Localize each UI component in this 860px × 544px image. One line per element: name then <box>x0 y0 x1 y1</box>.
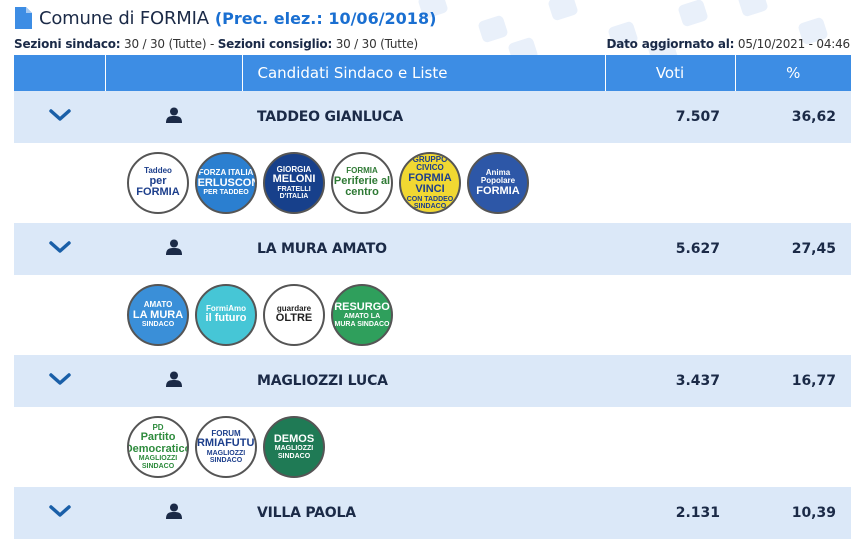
sez-sindaco-value: 30 / 30 (Tutte) <box>124 37 207 51</box>
list-logo-text: PD <box>152 422 164 432</box>
candidate-row[interactable]: VILLA PAOLA 2.131 10,39 <box>14 487 851 539</box>
person-icon <box>165 371 182 387</box>
list-logo-text: FORMIA <box>346 166 378 176</box>
person-icon <box>165 239 182 255</box>
list-logos: AMATO LA MURA SINDACO FormiAmo il futuro guar… <box>14 284 851 346</box>
list-logo-text: PER TADDEO <box>203 189 249 197</box>
chevron-down-icon[interactable] <box>48 504 71 518</box>
list-logo-text: CON TADDEO SINDACO <box>406 195 454 210</box>
list-logo-text: FORZA ITALIA <box>198 168 254 178</box>
list-logo: DEMOS MAGLIOZZI SINDACO <box>263 416 325 478</box>
list-logo-text: FORMIAFUTURA <box>196 437 255 450</box>
table-header-row: Candidati Sindaco e Liste Voti % <box>14 55 851 91</box>
list-logo-text: Anima Popolare <box>480 167 516 186</box>
sez-consiglio-label: Sezioni consiglio: <box>217 37 333 51</box>
list-logo-text: FORMIA VINCI <box>408 171 452 196</box>
list-logo: Taddeo per FORMIA <box>127 152 189 214</box>
list-logo-text: OLTRE <box>275 312 313 325</box>
list-logo-text: Periferie al centro <box>333 174 391 199</box>
previous-election-link[interactable]: (Prec. elez.: 10/06/2018) <box>214 8 437 28</box>
list-logo: GRUPPO CIVICO FORMIA VINCI CON TADDEO SIND… <box>399 152 461 214</box>
list-logo-text: BERLUSCONI <box>197 176 255 189</box>
header-votes: Voti <box>605 55 736 91</box>
list-logo-text: MAGLIOZZI SINDACO <box>138 455 178 470</box>
list-logo-text: SINDACO <box>141 321 175 329</box>
list-logo-text: FormiAmo <box>206 304 246 314</box>
list-logo: FORZA ITALIABERLUSCONIPER TADDEO <box>195 152 257 214</box>
list-logo-text: MAGLIOZZI SINDACO <box>206 449 246 464</box>
list-logo-text: RESURGO <box>334 300 390 313</box>
list-logo: RESURGO AMATO LA MURA SINDACO <box>331 284 393 346</box>
list-logo: guardare OLTRE <box>263 284 325 346</box>
header-photo <box>105 55 243 91</box>
list-logo-text: Taddeo <box>144 166 172 176</box>
document-icon <box>15 7 32 29</box>
list-logo: FormiAmo il futuro <box>195 284 257 346</box>
sez-consiglio-value: 30 / 30 (Tutte) <box>335 37 418 51</box>
list-logo: FORMIA Periferie al centro <box>331 152 393 214</box>
list-logo-text: FRATELLI D'ITALIA <box>277 185 311 200</box>
chevron-down-icon[interactable] <box>48 372 71 386</box>
list-logo: PD Partito Democratico MAGLIOZZI SINDACO <box>127 416 189 478</box>
person-icon <box>165 503 182 519</box>
list-logo-text: FORMIA <box>476 184 520 197</box>
candidate-row[interactable]: TADDEO GIANLUCA 7.507 36,62 <box>14 91 851 143</box>
candidate-votes: 3.437 <box>605 355 735 407</box>
list-logo-text: GIORGIA <box>276 164 312 174</box>
list-logo-text: AMATO LA MURA SINDACO <box>334 313 390 328</box>
list-logo-text: AMATO <box>143 300 173 310</box>
candidate-votes: 2.131 <box>605 487 735 539</box>
meta-separator: - <box>206 37 218 51</box>
header-candidates: Candidati Sindaco e Liste <box>242 55 606 91</box>
candidate-name: MAGLIOZZI LUCA <box>242 355 605 407</box>
chevron-down-icon[interactable] <box>48 240 71 254</box>
list-logo: AMATO LA MURA SINDACO <box>127 284 189 346</box>
page-header: Comune di FORMIA (Prec. elez.: 10/06/201… <box>14 6 436 30</box>
list-logo-text: il futuro <box>205 312 247 325</box>
list-logo: GIORGIA MELONI FRATELLI D'ITALIA <box>263 152 325 214</box>
candidate-percent: 16,77 <box>735 355 851 407</box>
update-info: Dato aggiornato al: 05/10/2021 - 04:46 <box>606 37 850 51</box>
sections-info: Sezioni sindaco: 30 / 30 (Tutte) - Sezio… <box>14 37 418 51</box>
list-logo-text: DEMOS <box>273 432 315 445</box>
candidate-name: TADDEO GIANLUCA <box>242 91 605 143</box>
list-logo-text: MELONI <box>272 173 316 186</box>
header-expand <box>14 55 106 91</box>
candidate-name: VILLA PAOLA <box>242 487 605 539</box>
updated-label: Dato aggiornato al: <box>606 37 735 51</box>
list-logo: FORUMFORMIAFUTURAMAGLIOZZI SINDACO <box>195 416 257 478</box>
candidate-row[interactable]: LA MURA AMATO 5.627 27,45 <box>14 223 851 275</box>
chevron-down-icon[interactable] <box>48 108 71 122</box>
candidate-row[interactable]: MAGLIOZZI LUCA 3.437 16,77 <box>14 355 851 407</box>
candidate-votes: 5.627 <box>605 223 735 275</box>
person-icon <box>165 107 182 123</box>
header-percent: % <box>735 55 851 91</box>
list-logo-text: guardare <box>276 304 312 314</box>
list-logo-text: LA MURA <box>132 308 184 321</box>
candidate-percent: 36,62 <box>735 91 851 143</box>
page-title: Comune di FORMIA <box>39 7 209 29</box>
list-logo-text: per FORMIA <box>136 174 180 199</box>
list-logo-text: FORUM <box>211 428 241 438</box>
background-decoration <box>380 0 860 60</box>
list-logo-text: MAGLIOZZI SINDACO <box>274 445 314 460</box>
list-logos: PD Partito Democratico MAGLIOZZI SINDACO FO… <box>14 416 851 478</box>
updated-value: 05/10/2021 - 04:46 <box>737 37 850 51</box>
list-logo-text: GRUPPO CIVICO <box>412 154 448 173</box>
lists-row: AMATO LA MURA SINDACO FormiAmo il futuro guar… <box>14 275 851 355</box>
candidate-percent: 27,45 <box>735 223 851 275</box>
list-logo-text: Partito Democratico <box>127 431 189 455</box>
results-table: Candidati Sindaco e Liste Voti % TADDEO … <box>14 55 851 539</box>
list-logo: Anima Popolare FORMIA <box>467 152 529 214</box>
candidate-votes: 7.507 <box>605 91 735 143</box>
candidate-percent: 10,39 <box>735 487 851 539</box>
sez-sindaco-label: Sezioni sindaco: <box>14 37 121 51</box>
lists-row: PD Partito Democratico MAGLIOZZI SINDACO FO… <box>14 407 851 487</box>
candidate-name: LA MURA AMATO <box>242 223 605 275</box>
